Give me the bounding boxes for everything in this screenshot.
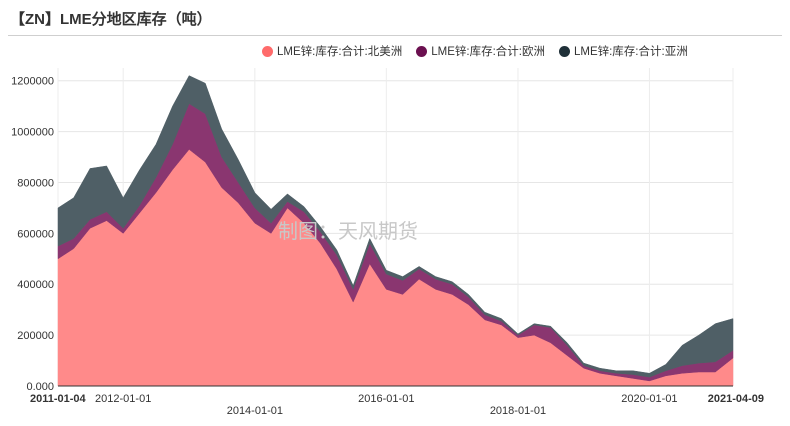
legend-item-asia[interactable]: LME锌:库存:合计:亚洲: [558, 43, 688, 59]
x-tick-label: 2018-01-01: [490, 405, 546, 417]
x-tick-label: 2012-01-01: [95, 393, 151, 405]
legend-marker-asia: [558, 45, 570, 57]
legend-item-europe[interactable]: LME锌:库存:合计:欧洲: [416, 43, 545, 59]
y-tick-label: 600000: [17, 228, 54, 240]
y-tick-label: 800000: [17, 177, 54, 189]
legend-label-north-america: LME锌:库存:合计:北美洲: [277, 46, 403, 58]
x-tick-label: 2011-01-04: [30, 393, 87, 405]
x-tick-label: 2021-04-09: [708, 393, 764, 405]
watermark: 制图：天风期货: [278, 219, 418, 243]
x-tick-label: 2014-01-01: [227, 405, 283, 417]
legend: LME锌:库存:合计:北美洲 LME锌:库存:合计:欧洲 LME锌:库存:合计:…: [262, 43, 688, 59]
legend-label-asia: LME锌:库存:合计:亚洲: [573, 46, 688, 58]
legend-item-north-america[interactable]: LME锌:库存:合计:北美洲: [262, 43, 402, 59]
y-tick-label: 1200000: [11, 76, 54, 88]
legend-marker-north-america: [262, 45, 273, 57]
area-asia: [57, 75, 734, 378]
legend-label-europe: LME锌:库存:合计:欧洲: [431, 46, 545, 58]
legend-marker-europe: [416, 45, 428, 57]
y-tick-label: 1000000: [11, 127, 54, 139]
y-tick-label: 400000: [17, 279, 54, 291]
x-tick-label: 2016-01-01: [358, 393, 414, 405]
y-tick-label: 0.000: [26, 381, 54, 393]
chart-title: 【ZN】LME分地区库存（吨）: [10, 11, 212, 28]
x-tick-label: 2020-01-01: [621, 393, 677, 405]
title-divider: [8, 35, 782, 36]
axes: 0.000 200000 400000 600000 800000 1000000 1200…: [11, 76, 764, 417]
y-tick-label: 200000: [17, 330, 54, 342]
